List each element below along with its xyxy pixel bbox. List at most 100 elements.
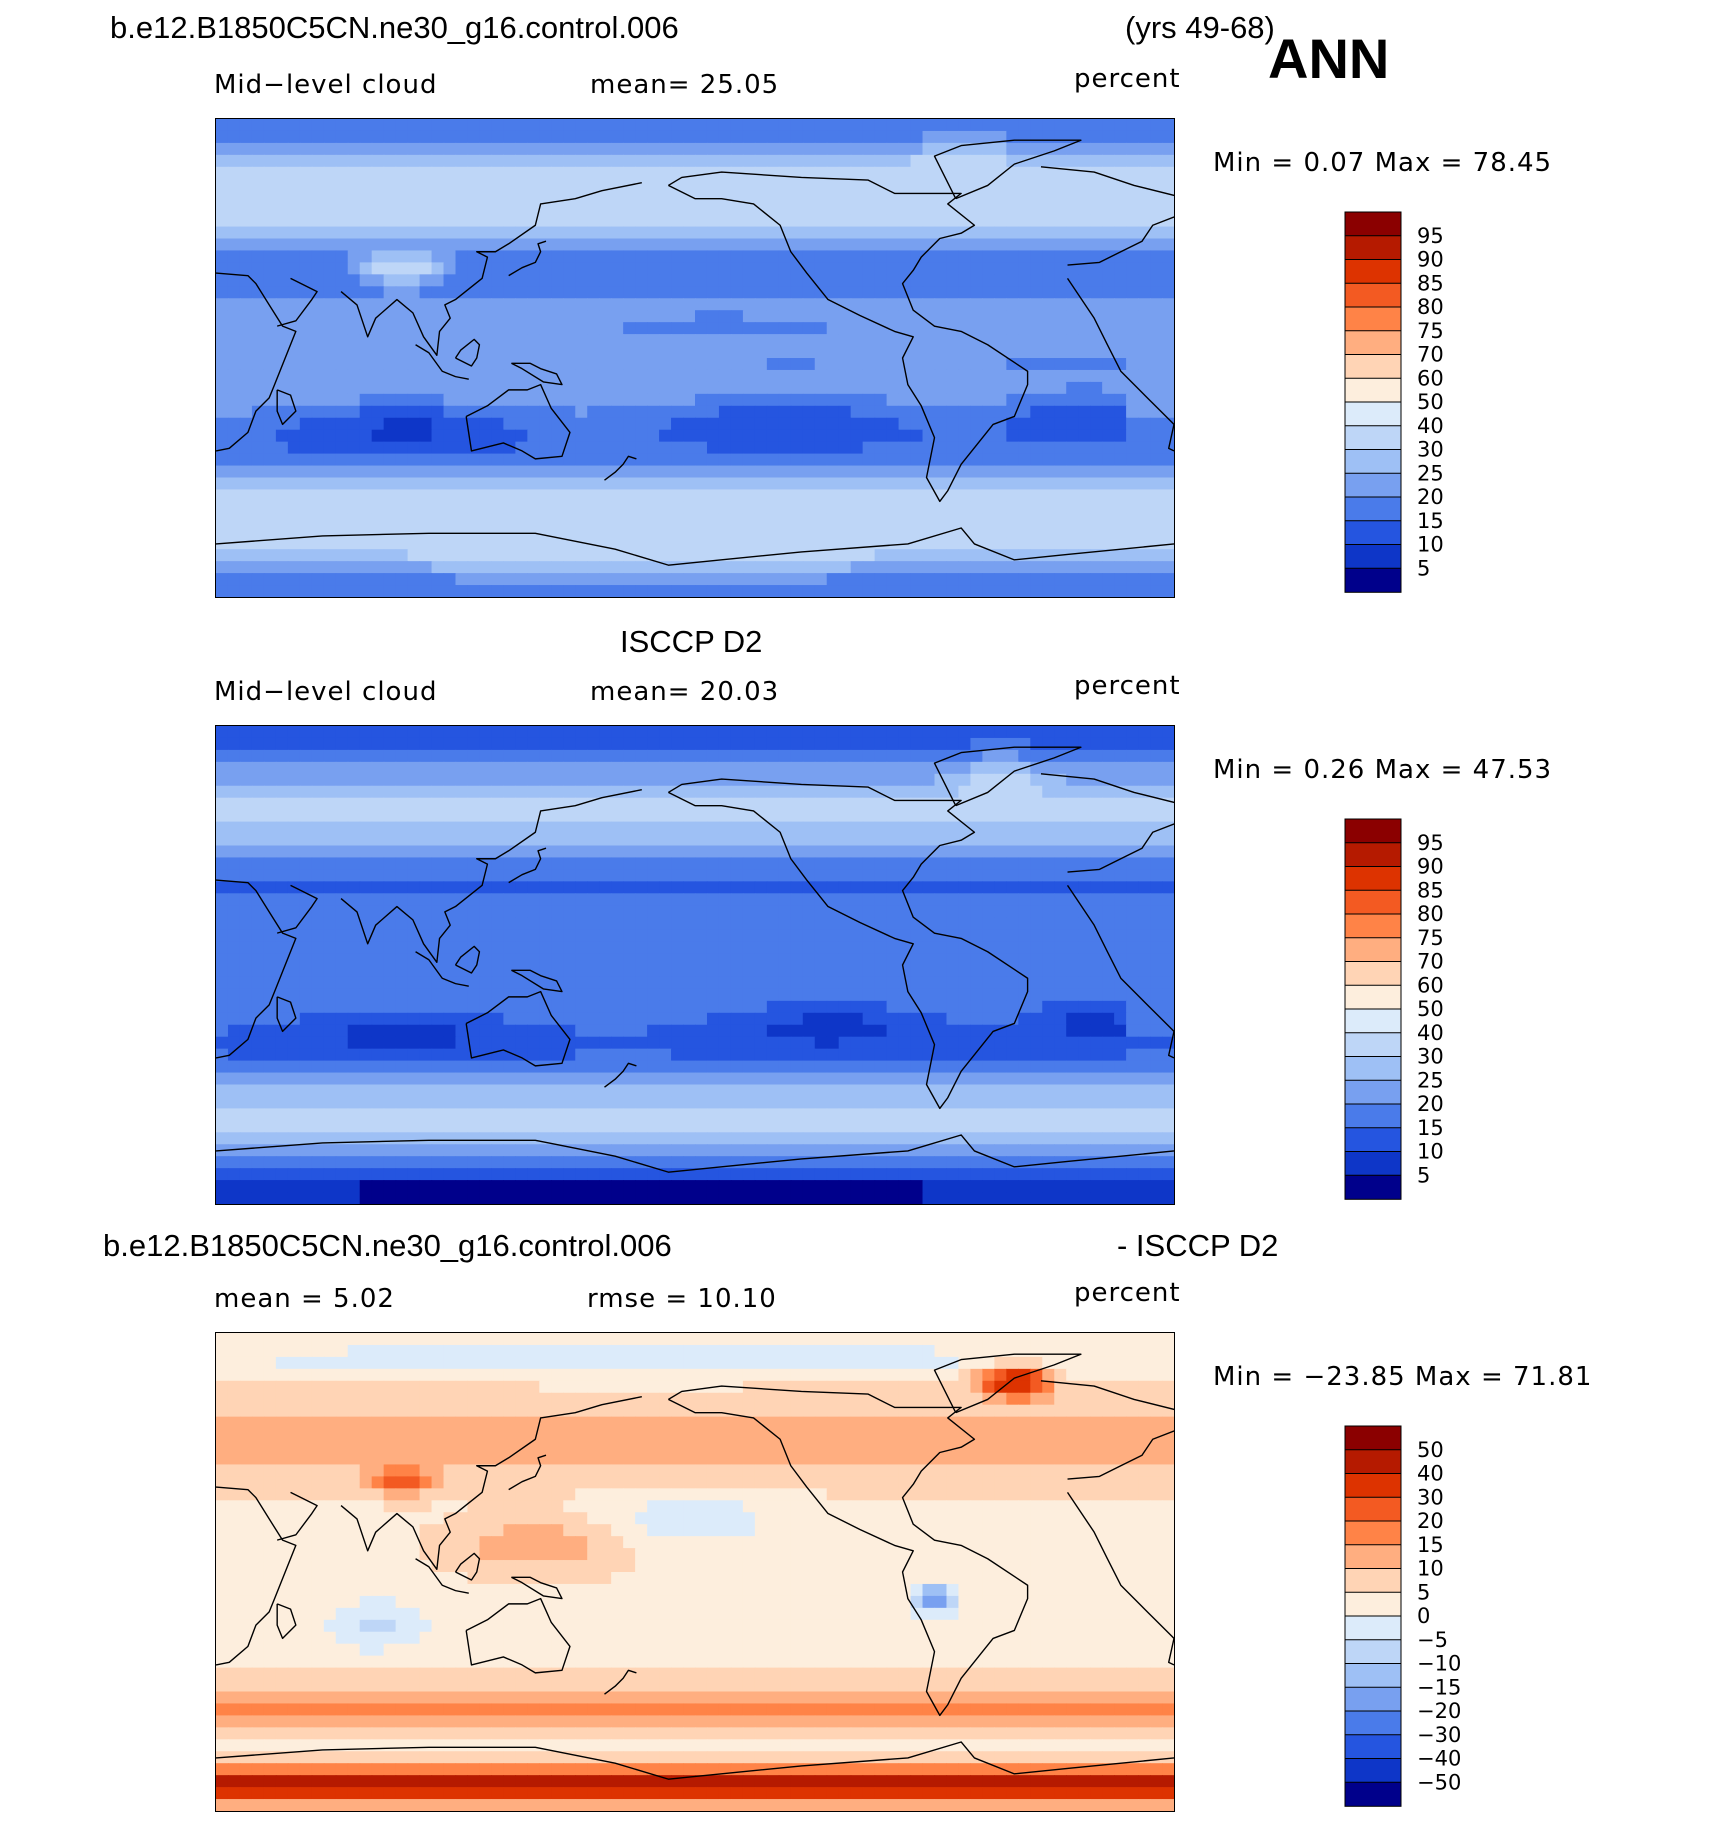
colorbar-label: 95 <box>1417 831 1444 855</box>
colorbar-swatch <box>1344 1734 1402 1760</box>
colorbar-swatch <box>1344 259 1402 285</box>
colorbar-swatch <box>1344 1056 1402 1082</box>
colorbar-swatch <box>1344 1781 1402 1807</box>
panel-diff-title-left: b.e12.B1850C5CN.ne30_g16.control.006 <box>103 1228 672 1263</box>
colorbar-swatch <box>1344 1615 1402 1641</box>
colorbar-swatch <box>1344 889 1402 915</box>
colorbar-swatch <box>1344 330 1402 356</box>
colorbar-swatch <box>1344 1127 1402 1153</box>
colorbar-swatch <box>1344 472 1402 498</box>
colorbar-label: 90 <box>1417 855 1444 879</box>
colorbar-label: −15 <box>1417 1675 1461 1699</box>
colorbar-swatch <box>1344 1496 1402 1522</box>
colorbar-label: 20 <box>1417 1092 1444 1116</box>
panel-model-mean: mean= 25.05 <box>590 70 780 100</box>
panel-diff-units: percent <box>1074 1278 1181 1308</box>
colorbar-label: 60 <box>1417 973 1444 997</box>
colorbar-label: 15 <box>1417 1533 1444 1557</box>
colorbar-label: 70 <box>1417 343 1444 367</box>
colorbar-label: −5 <box>1417 1628 1448 1652</box>
colorbar-swatch <box>1344 1103 1402 1129</box>
colorbar-label: 30 <box>1417 1045 1444 1069</box>
colorbar-swatch <box>1344 354 1402 380</box>
colorbar-swatch <box>1344 1174 1402 1200</box>
colorbar-diff: 50 40 30 20 15 10 5 0 −5 −10 −15 −20 −30 −40 −50 <box>1344 1425 1465 1811</box>
colorbar-label: 15 <box>1417 1116 1444 1140</box>
colorbar-label: 10 <box>1417 1140 1444 1164</box>
colorbar-swatch <box>1344 1032 1402 1058</box>
map-obs <box>215 725 1175 1205</box>
map-obs-field <box>216 726 1174 1204</box>
colorbar-swatch <box>1344 1663 1402 1689</box>
colorbar-label: 0 <box>1417 1604 1430 1628</box>
colorbar-swatch <box>1344 1008 1402 1034</box>
colorbar-swatch <box>1344 1639 1402 1665</box>
colorbar-label: −10 <box>1417 1652 1461 1676</box>
colorbar-label: 25 <box>1417 461 1444 485</box>
panel-model-units: percent <box>1074 64 1181 94</box>
colorbar-label: 10 <box>1417 533 1444 557</box>
colorbar-swatch <box>1344 1591 1402 1617</box>
colorbar-swatch <box>1344 496 1402 522</box>
colorbar-label: 85 <box>1417 271 1444 295</box>
colorbar-swatch <box>1344 818 1402 844</box>
colorbar-label: −40 <box>1417 1747 1461 1771</box>
colorbar-swatch <box>1344 1568 1402 1594</box>
panel-obs-title: ISCCP D2 <box>620 624 763 659</box>
colorbar-label: 90 <box>1417 248 1444 272</box>
colorbar-swatch <box>1344 425 1402 451</box>
colorbar-swatch <box>1344 1544 1402 1570</box>
colorbar-swatch <box>1344 1686 1402 1712</box>
colorbar-label: 30 <box>1417 1485 1444 1509</box>
colorbar-label: 5 <box>1417 1163 1430 1187</box>
panel-obs-units: percent <box>1074 671 1181 701</box>
colorbar-label: 80 <box>1417 295 1444 319</box>
colorbar-label: 50 <box>1417 1438 1444 1462</box>
colorbar-label: 40 <box>1417 414 1444 438</box>
colorbar-swatch <box>1344 567 1402 593</box>
colorbar-label: 40 <box>1417 1462 1444 1486</box>
colorbar-swatch <box>1344 1758 1402 1784</box>
colorbar-label: 95 <box>1417 224 1444 248</box>
colorbar-model: 95 90 85 80 75 70 60 50 40 30 25 20 15 10 5 <box>1344 211 1465 597</box>
colorbar-label: 25 <box>1417 1068 1444 1092</box>
colorbar-label: −50 <box>1417 1770 1461 1794</box>
colorbar-swatch <box>1344 1449 1402 1475</box>
colorbar-label: 50 <box>1417 390 1444 414</box>
colorbar-label: 80 <box>1417 902 1444 926</box>
case-title: b.e12.B1850C5CN.ne30_g16.control.006 <box>110 10 679 45</box>
panel-diff-minmax: Min = −23.85 Max = 71.81 <box>1213 1362 1593 1392</box>
panel-diff-rmse: rmse = 10.10 <box>587 1284 777 1314</box>
colorbar-swatch <box>1344 961 1402 987</box>
colorbar-swatch <box>1344 520 1402 546</box>
colorbar-swatch <box>1344 913 1402 939</box>
colorbar-label: 30 <box>1417 438 1444 462</box>
colorbar-swatch <box>1344 1520 1402 1546</box>
colorbar-swatch <box>1344 1151 1402 1177</box>
map-diff-field <box>216 1333 1174 1811</box>
colorbar-swatch <box>1344 984 1402 1010</box>
colorbar-label: 15 <box>1417 509 1444 533</box>
colorbar-swatch <box>1344 306 1402 332</box>
colorbar-label: 85 <box>1417 878 1444 902</box>
colorbar-label: 75 <box>1417 926 1444 950</box>
colorbar-label: 40 <box>1417 1021 1444 1045</box>
colorbar-swatch <box>1344 1473 1402 1499</box>
panel-model-variable: Mid−level cloud <box>214 70 438 100</box>
colorbar-label: 50 <box>1417 997 1444 1021</box>
colorbar-swatch <box>1344 1710 1402 1736</box>
colorbar-label: −20 <box>1417 1699 1461 1723</box>
map-diff <box>215 1332 1175 1812</box>
colorbar-label: 10 <box>1417 1557 1444 1581</box>
colorbar-swatch <box>1344 401 1402 427</box>
colorbar-swatch <box>1344 544 1402 570</box>
colorbar-swatch <box>1344 235 1402 261</box>
colorbar-label: 70 <box>1417 950 1444 974</box>
panel-obs-minmax: Min = 0.26 Max = 47.53 <box>1213 755 1553 785</box>
colorbar-label: 20 <box>1417 1509 1444 1533</box>
years-label: (yrs 49-68) <box>1125 10 1275 45</box>
season-label: ANN <box>1268 27 1390 90</box>
colorbar-label: 5 <box>1417 1580 1430 1604</box>
colorbar-label: 75 <box>1417 319 1444 343</box>
map-model-field <box>216 119 1174 597</box>
